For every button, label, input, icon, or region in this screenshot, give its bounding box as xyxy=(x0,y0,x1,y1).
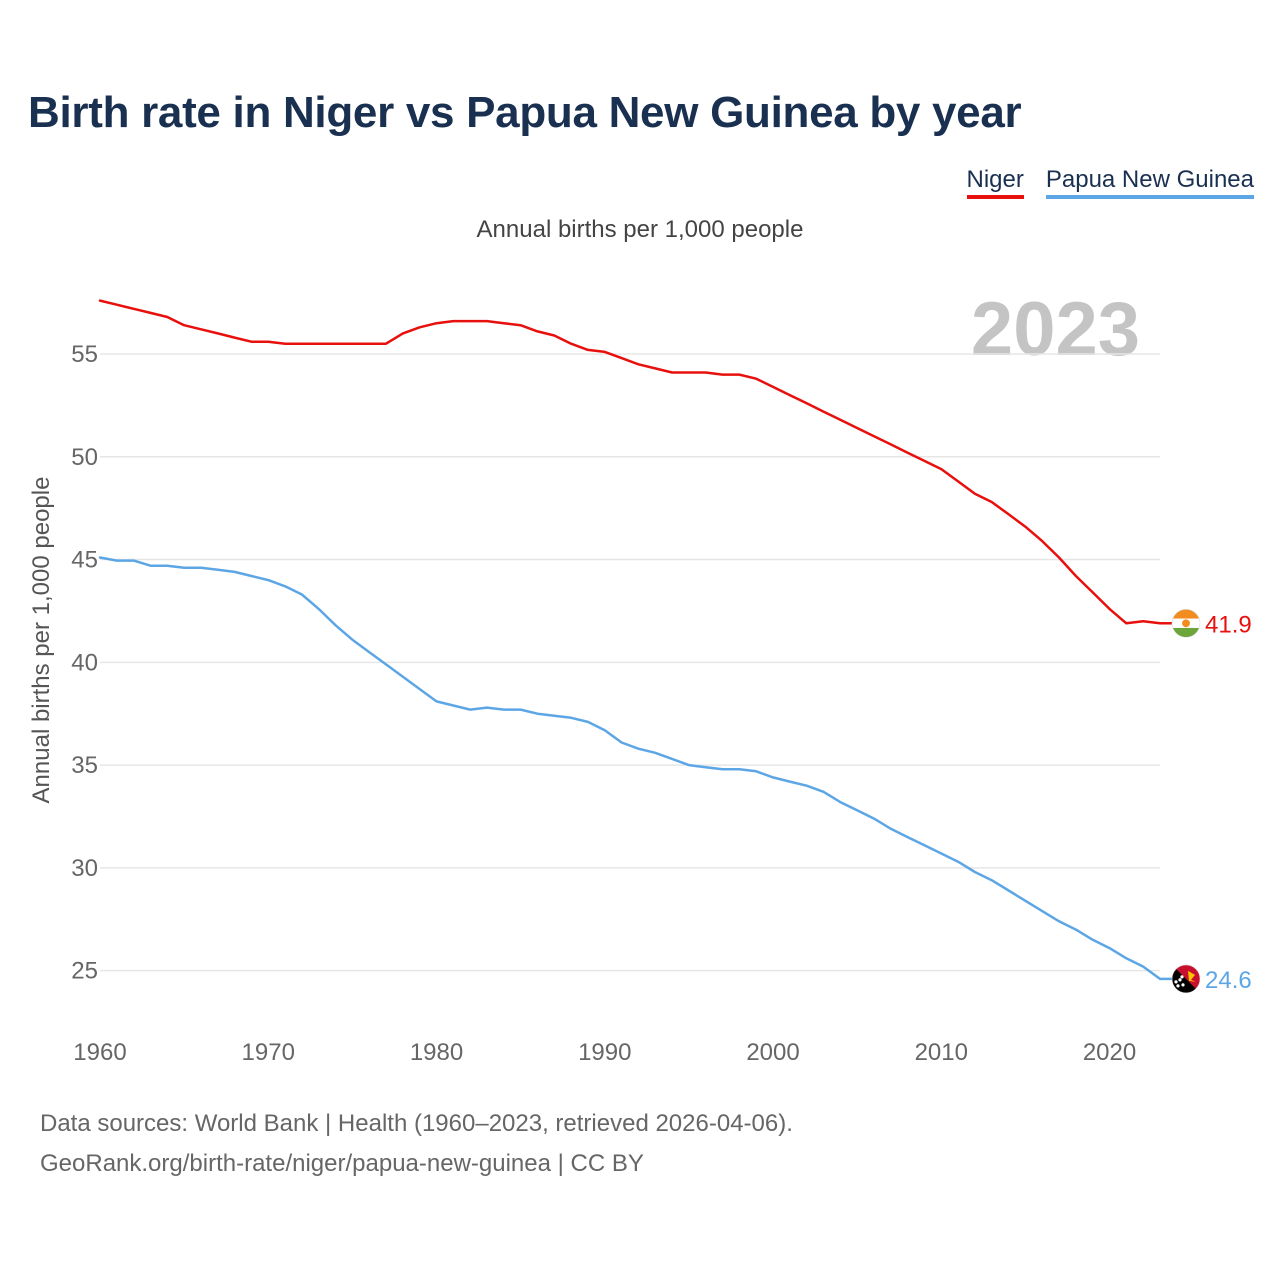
png-flag-icon xyxy=(1171,964,1201,994)
year-indicator: 2023 xyxy=(970,287,1140,372)
gridlines xyxy=(100,353,1160,972)
end-markers: 41.9 24.6 xyxy=(1160,608,1252,994)
series-line-niger xyxy=(98,299,1162,625)
y-axis-ticks: 25 30 35 40 45 50 55 xyxy=(71,341,98,985)
x-tick-label: 1960 xyxy=(73,1039,126,1066)
end-value-label: 41.9 xyxy=(1205,611,1252,638)
y-tick-label: 25 xyxy=(71,958,98,985)
x-tick-label: 2010 xyxy=(915,1039,968,1066)
legend-item-papua-new-guinea[interactable]: Papua New Guinea xyxy=(1045,166,1254,199)
source-link[interactable]: GeoRank.org/birth-rate/niger/papua-new-g… xyxy=(40,1150,644,1177)
line-chart: 25 30 35 40 45 50 55 1960 1970 1980 1990 2000 2010 2… xyxy=(71,299,1252,1066)
footer: Data sources: World Bank | Health (1960–… xyxy=(40,1104,793,1184)
y-tick-label: 45 xyxy=(71,547,98,574)
x-tick-label: 1990 xyxy=(578,1039,631,1066)
y-tick-label: 55 xyxy=(71,341,98,368)
x-tick-label: 1980 xyxy=(410,1039,463,1066)
legend-item-niger[interactable]: Niger xyxy=(966,166,1024,199)
series-lines xyxy=(98,299,1162,981)
data-source-note: Data sources: World Bank | Health (1960–… xyxy=(40,1110,793,1137)
y-tick-label: 40 xyxy=(71,649,98,676)
legend: Niger Papua New Guinea xyxy=(966,166,1254,199)
chart-subtitle: Annual births per 1,000 people xyxy=(476,216,804,243)
y-tick-label: 35 xyxy=(71,752,98,779)
end-value-label: 24.6 xyxy=(1205,967,1252,994)
series-line-papua-new-guinea xyxy=(98,556,1162,981)
x-axis-ticks: 1960 1970 1980 1990 2000 2010 2020 xyxy=(73,1039,1136,1066)
chart-title: Birth rate in Niger vs Papua New Guinea … xyxy=(28,88,1022,137)
x-tick-label: 2020 xyxy=(1083,1039,1136,1066)
niger-flag-icon xyxy=(1171,608,1201,638)
y-tick-label: 50 xyxy=(71,444,98,471)
x-tick-label: 2000 xyxy=(746,1039,799,1066)
y-tick-label: 30 xyxy=(71,855,98,882)
x-tick-label: 1970 xyxy=(242,1039,295,1066)
